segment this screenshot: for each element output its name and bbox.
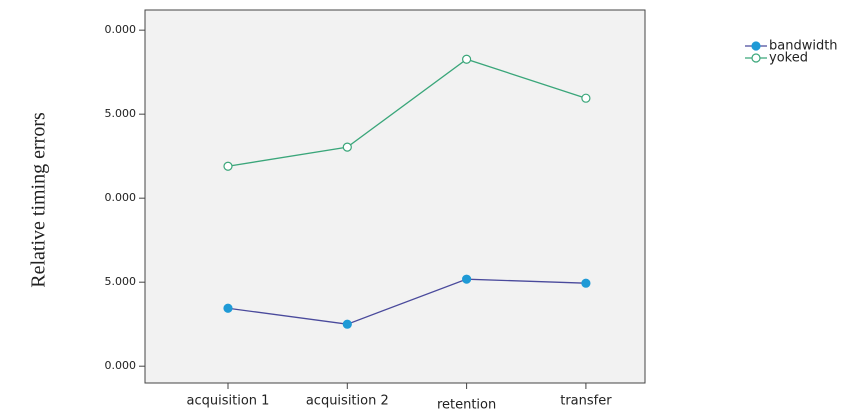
- point: [342, 142, 352, 152]
- point: [581, 278, 591, 288]
- legend-label: yoked: [769, 51, 808, 66]
- y-tick-label: 0.000: [105, 23, 137, 36]
- point: [223, 303, 233, 313]
- legend-label: bandwidth: [769, 39, 838, 54]
- x-tick-label: acquisition 1: [187, 394, 270, 409]
- x-tick-label: retention: [437, 398, 496, 413]
- plot-area: [144, 9, 646, 384]
- point: [581, 93, 591, 103]
- y-tick-label: 5.000: [105, 107, 137, 120]
- point: [223, 161, 233, 171]
- y-axis-title: Relative timing errors: [28, 112, 50, 288]
- point: [462, 274, 472, 284]
- x-tick-label: acquisition 2: [306, 394, 389, 409]
- point: [342, 319, 352, 329]
- y-tick-label: 0.000: [105, 191, 137, 204]
- y-tick-label: 0.000: [105, 359, 137, 372]
- x-tick-label: transfer: [560, 394, 612, 409]
- point: [462, 54, 472, 64]
- legend-marker: [751, 53, 761, 63]
- y-tick-label: 5.000: [105, 275, 137, 288]
- legend-marker: [751, 41, 761, 51]
- series-line: [227, 278, 586, 325]
- series-line: [227, 58, 587, 167]
